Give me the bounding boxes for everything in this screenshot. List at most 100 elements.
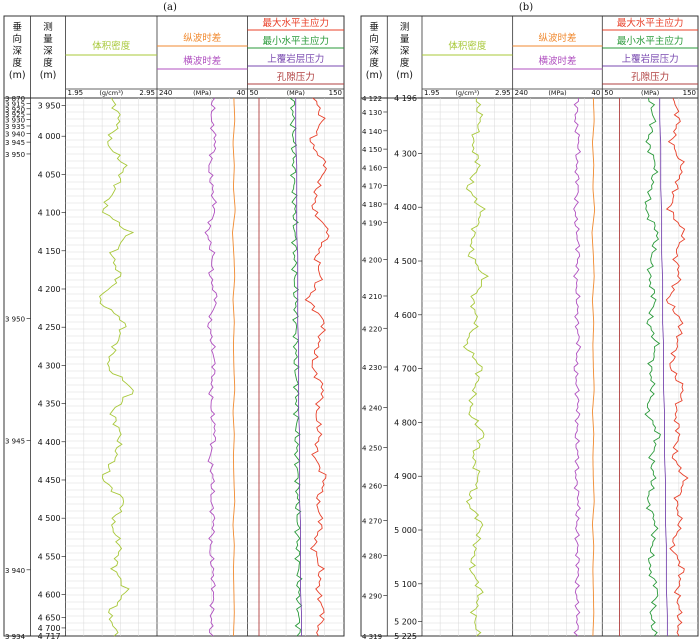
s-slowness-header: 横波时差 [183,55,221,67]
md-tick-label: 4 450 [38,476,61,485]
md-tick-label: 5 225 [394,632,417,640]
tvd-tick-label: 4 250 [362,445,382,453]
tvd-tick-label: 3 945 [5,139,25,147]
density-scale-min: 1.95 [68,89,84,97]
vertical-depth-header-char: 深 [369,46,379,57]
smin-header: 最小水平主应力 [617,35,684,47]
s-slowness-curve [573,98,582,637]
md-tick-label: 4 700 [394,365,417,374]
measured-depth-header-char: 深 [400,46,410,57]
pressure-scale-unit: (MPa) [641,89,659,97]
density-header: 体积密度 [92,40,131,52]
density-header: 体积密度 [448,40,487,52]
tvd-tick-label: 3 934 [5,633,26,640]
slowness-scale-max: 40 [591,89,600,97]
md-tick-label: 4 000 [38,132,61,141]
tvd-tick-label: 3 920 [5,106,25,114]
tvd-tick-label: 4 200 [362,256,382,264]
overburden-header: 上覆岩层压力 [267,53,324,65]
panel-label: (a) [163,2,177,13]
slowness-scale-min: 240 [515,89,528,97]
smax-header: 最大水平主应力 [262,17,329,29]
md-tick-label: 4 400 [394,203,417,212]
tvd-tick-label: 4 140 [362,128,382,136]
slowness-scale-unit: (MPa) [193,89,211,97]
tvd-tick-label: 4 240 [362,404,382,412]
md-tick-label: 4 600 [394,311,417,320]
panel-frame [360,15,699,637]
tvd-tick-label: 4 130 [362,109,382,117]
tvd-tick-label: 4 230 [362,364,382,372]
md-tick-label: 4 200 [38,285,61,294]
tvd-tick-label: 3 940 [5,567,25,575]
panel-a: (a)垂向深度(m)测量深度(m)体积密度纵波时差横波时差最大水平主应力最小水平… [3,2,345,640]
md-tick-label: 4 100 [38,209,61,218]
tvd-tick-label: 3 870 [5,95,25,103]
pressure-scale-min: 50 [249,89,258,97]
slowness-scale-max: 40 [237,89,246,97]
density-curve [99,97,135,637]
tvd-tick-label: 4 122 [362,95,382,103]
tvd-tick-label: 3 950 [5,316,25,324]
density-scale-max: 2.95 [139,89,155,97]
md-tick-label: 4 600 [38,591,61,600]
pressure-scale-max: 150 [683,89,696,97]
md-tick-label: 4 050 [38,170,61,179]
slowness-scale-unit: (MPa) [548,89,566,97]
tvd-tick-label: 4 160 [362,164,382,172]
md-tick-label: 4 500 [38,514,61,523]
md-tick-label: 4 300 [394,149,417,158]
density-scale-max: 2.95 [495,89,511,97]
tvd-tick-label: 4 260 [362,482,382,490]
md-tick-label: 4 550 [38,552,61,561]
tvd-tick-label: 4 270 [362,517,382,525]
density-scale-unit: (g/cm³) [99,89,123,97]
tvd-tick-label: 4 220 [362,325,382,333]
md-tick-label: 4 196 [394,94,417,103]
vertical-depth-header-char: 度 [13,57,23,69]
panel-label: (b) [519,2,533,13]
tvd-tick-label: 4 190 [362,219,382,227]
s-slowness-header: 横波时差 [538,55,576,67]
smax-header: 最大水平主应力 [617,17,684,29]
md-tick-label: 4 300 [38,361,61,370]
smin-curve [644,97,661,637]
vertical-depth-header-char: 深 [13,46,23,57]
overburden-header: 上覆岩层压力 [622,53,679,65]
md-tick-label: 5 200 [394,617,417,626]
measured-depth-header-char: 量 [43,34,53,45]
md-tick-label: 4 900 [394,472,417,481]
md-tick-label: 3 950 [38,102,61,111]
md-tick-label: 5 100 [394,580,417,589]
md-tick-label: 4 250 [38,323,61,332]
tvd-tick-label: 4 210 [362,293,382,301]
tvd-tick-label: 3 930 [5,117,25,125]
measured-depth-header-char: 测 [400,22,410,33]
p-slowness-curve [591,97,596,637]
panel-frame [3,15,345,637]
tvd-tick-label: 4 180 [362,201,382,209]
overburden-curve [659,98,668,636]
density-curve [462,97,489,637]
measured-depth-header-char: (m) [396,70,413,81]
pressure-scale-unit: (MPa) [287,89,305,97]
p-slowness-curve [232,97,236,637]
md-tick-label: 5 000 [394,526,417,535]
measured-depth-header-char: 深 [43,46,53,57]
pressure-scale-max: 150 [329,89,342,97]
tvd-tick-label: 3 935 [5,123,25,131]
md-tick-label: 4 700 [38,624,61,633]
md-tick-label: 4 717 [38,632,61,640]
tvd-tick-label: 4 290 [362,593,382,601]
density-scale-unit: (g/cm³) [455,89,479,97]
panel-b: (b)垂向深度(m)测量深度(m)体积密度纵波时差横波时差最大水平主应力最小水平… [360,2,699,640]
vertical-depth-header-char: 向 [369,33,379,45]
vertical-depth-header-char: 垂 [369,21,379,33]
measured-depth-header-char: (m) [40,70,57,81]
tvd-tick-label: 3 915 [5,100,25,108]
measured-depth-header-char: 量 [400,34,410,45]
density-scale-min: 1.95 [424,89,440,97]
md-tick-label: 4 650 [38,614,61,623]
tvd-tick-label: 4 150 [362,146,382,154]
overburden-curve [295,98,302,636]
